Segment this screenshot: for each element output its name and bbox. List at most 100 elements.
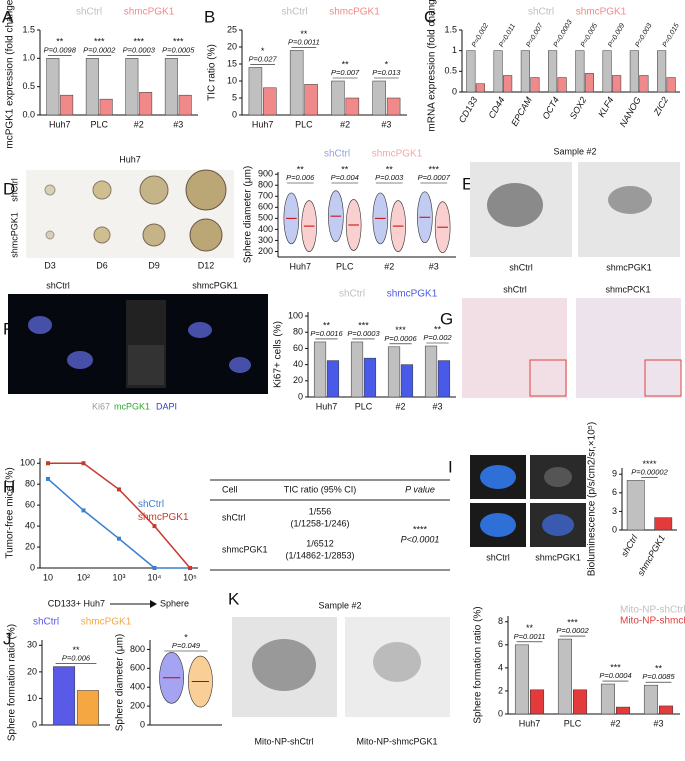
y-tick-label: 20 bbox=[27, 666, 37, 676]
y-tick-label: 800 bbox=[258, 180, 273, 190]
x-tick-label: NANOG bbox=[618, 95, 643, 129]
stain-label: mcPGK1 bbox=[114, 401, 150, 411]
p-value: P=0.027 bbox=[249, 54, 278, 63]
x-tick-label: SOX2 bbox=[568, 95, 589, 121]
p-value: P=0.013 bbox=[372, 68, 401, 77]
x-tick-label: EPCAM bbox=[509, 95, 534, 128]
table-header: TIC ratio (95% CI) bbox=[284, 484, 357, 494]
bar bbox=[530, 77, 540, 93]
legend-label: shmcPGK1 bbox=[81, 617, 132, 628]
sphere-images bbox=[470, 162, 680, 257]
x-tick-label: 10⁴ bbox=[148, 572, 162, 582]
legend-label: shmcPGK1 bbox=[124, 7, 175, 18]
panel-letter: I bbox=[448, 457, 453, 476]
y-axis-label: Bioluminescence (p/s/cm2/sr,×10⁵) bbox=[587, 422, 598, 577]
p-value: P=0.0098 bbox=[44, 45, 77, 54]
p-value: P<0.0001 bbox=[401, 534, 440, 544]
bar bbox=[289, 50, 304, 116]
bar bbox=[557, 638, 572, 715]
p-value: P=0.009 bbox=[607, 22, 626, 48]
bar bbox=[313, 341, 327, 398]
marker bbox=[117, 487, 121, 492]
x-tick-label: 10³ bbox=[112, 572, 125, 582]
x-tick-label: 10 bbox=[43, 572, 53, 582]
legend-label: shCtrl bbox=[324, 149, 350, 160]
legend-label: Mito-NP-shCtrl bbox=[620, 605, 685, 616]
y-tick-label: 15 bbox=[227, 58, 237, 68]
ish-images bbox=[462, 298, 682, 398]
fluorescence-images bbox=[8, 294, 268, 394]
bar bbox=[178, 94, 192, 116]
y-tick-label: 300 bbox=[258, 235, 273, 245]
y-tick-label: 40 bbox=[25, 520, 35, 530]
bar bbox=[326, 360, 340, 398]
significance: *** bbox=[173, 37, 184, 47]
bar bbox=[125, 58, 139, 116]
sphere-images bbox=[232, 617, 450, 717]
y-tick-label: 600 bbox=[258, 202, 273, 212]
bar bbox=[503, 75, 513, 93]
y-tick-label: 60 bbox=[25, 500, 35, 510]
bar bbox=[557, 77, 567, 93]
bar bbox=[584, 73, 594, 93]
image-label: Mito-NP-shmcPGK1 bbox=[356, 736, 437, 746]
bar bbox=[400, 364, 414, 398]
significance: ** bbox=[56, 37, 64, 47]
row-label: shCtrl bbox=[9, 178, 19, 202]
bar bbox=[616, 706, 631, 715]
table-cell: (1/1258-1/246) bbox=[290, 518, 349, 528]
panel-letter: A bbox=[2, 7, 14, 26]
bar bbox=[350, 341, 364, 398]
y-tick-label: 4 bbox=[498, 662, 503, 672]
x-tick-label: #3 bbox=[429, 261, 439, 271]
bar bbox=[575, 50, 585, 93]
legend-label: shmcPGK1 bbox=[138, 512, 189, 523]
arrow-head bbox=[150, 600, 157, 608]
x-tick-label: PLC bbox=[336, 261, 354, 271]
y-axis-label: Sphere diameter (μm) bbox=[243, 166, 254, 263]
significance: ** bbox=[386, 164, 394, 174]
marker bbox=[152, 524, 157, 529]
bar bbox=[53, 666, 76, 726]
x-tick-label: #2 bbox=[340, 119, 350, 129]
y-tick-label: 100 bbox=[20, 458, 35, 468]
y-tick-label: 0 bbox=[232, 109, 237, 119]
y-tick-label: 800 bbox=[130, 644, 145, 654]
x-tick-label: Huh7 bbox=[49, 119, 71, 129]
y-tick-label: 700 bbox=[258, 191, 273, 201]
x-tick-label: #3 bbox=[432, 401, 442, 411]
panel-letter: K bbox=[228, 589, 240, 608]
legend-label: shmcPGK1 bbox=[329, 7, 380, 18]
y-tick-label: 80 bbox=[293, 327, 303, 337]
image-label: shmcPCK1 bbox=[605, 284, 650, 294]
y-axis-label: TIC ratio (%) bbox=[207, 44, 218, 101]
x-tick-label: #2 bbox=[395, 401, 405, 411]
y-tick-label: 200 bbox=[258, 246, 273, 256]
y-tick-label: 30 bbox=[27, 640, 37, 650]
bar bbox=[139, 92, 153, 116]
significance: *** bbox=[94, 37, 105, 47]
y-tick-label: 0 bbox=[298, 391, 303, 401]
bar bbox=[76, 690, 99, 726]
y-tick-label: 20 bbox=[293, 375, 303, 385]
y-axis-label: Ki67+ cells (%) bbox=[273, 321, 284, 388]
bar bbox=[345, 97, 360, 116]
panel-title: Sphere bbox=[160, 598, 189, 608]
panel-letter: H bbox=[3, 477, 15, 496]
y-tick-label: 400 bbox=[130, 682, 145, 692]
x-tick-label: #2 bbox=[134, 119, 144, 129]
panel-letter: C bbox=[424, 7, 436, 26]
p-value: P=0.007 bbox=[525, 21, 545, 48]
y-tick-label: 1.0 bbox=[22, 53, 35, 63]
y-tick-label: 10 bbox=[227, 75, 237, 85]
panel-letter: E bbox=[462, 174, 473, 193]
table-cell: 1/6512 bbox=[306, 538, 334, 548]
image-label: shCtrl bbox=[486, 552, 510, 562]
p-value: P=0.0011 bbox=[514, 632, 546, 641]
significance: *** bbox=[610, 662, 621, 672]
significance: * bbox=[261, 46, 265, 56]
bar bbox=[263, 87, 277, 116]
significance: ** bbox=[72, 645, 80, 655]
y-tick-label: 1.5 bbox=[444, 24, 457, 34]
sphere-photos bbox=[26, 169, 234, 258]
